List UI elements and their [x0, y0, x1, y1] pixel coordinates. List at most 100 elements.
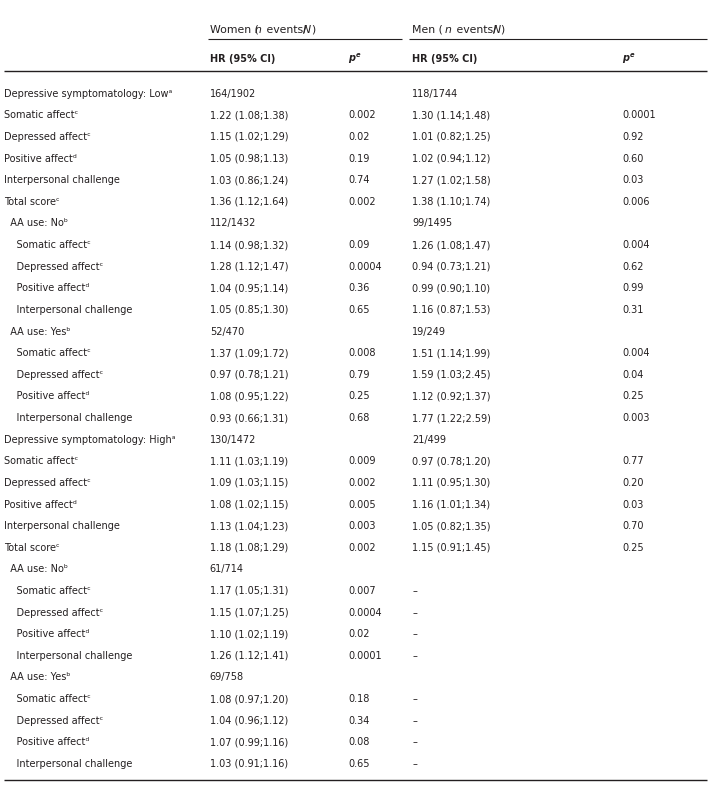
Text: 1.15 (0.91;1.45): 1.15 (0.91;1.45): [412, 543, 491, 553]
Text: Somatic affectᶜ: Somatic affectᶜ: [4, 240, 90, 250]
Text: 0.004: 0.004: [622, 348, 650, 358]
Text: Somatic affectᶜ: Somatic affectᶜ: [4, 694, 90, 704]
Text: 1.02 (0.94;1.12): 1.02 (0.94;1.12): [412, 154, 491, 163]
Text: AA use: Noᵇ: AA use: Noᵇ: [4, 564, 68, 574]
Text: 0.04: 0.04: [622, 370, 643, 380]
Text: 1.26 (1.08;1.47): 1.26 (1.08;1.47): [412, 240, 491, 250]
Text: 0.25: 0.25: [622, 543, 643, 553]
Text: Interpersonal challenge: Interpersonal challenge: [4, 759, 132, 769]
Text: 1.16 (1.01;1.34): 1.16 (1.01;1.34): [412, 499, 491, 510]
Text: 1.38 (1.10;1.74): 1.38 (1.10;1.74): [412, 196, 491, 207]
Text: 0.70: 0.70: [622, 521, 643, 531]
Text: 1.04 (0.95;1.14): 1.04 (0.95;1.14): [210, 283, 288, 294]
Text: 0.92: 0.92: [622, 132, 643, 142]
Text: 0.65: 0.65: [348, 305, 370, 315]
Text: events/: events/: [263, 25, 307, 35]
Text: Somatic affectᶜ: Somatic affectᶜ: [4, 110, 77, 120]
Text: 0.25: 0.25: [348, 391, 370, 402]
Text: Depressed affectᶜ: Depressed affectᶜ: [4, 132, 90, 142]
Text: 0.0004: 0.0004: [348, 262, 382, 271]
Text: Men (: Men (: [412, 25, 443, 35]
Text: 0.009: 0.009: [348, 456, 376, 466]
Text: –: –: [412, 694, 417, 704]
Text: 1.10 (1.02;1.19): 1.10 (1.02;1.19): [210, 630, 288, 639]
Text: Total scoreᶜ: Total scoreᶜ: [4, 543, 59, 553]
Text: HR (95% CI): HR (95% CI): [210, 54, 275, 64]
Text: Somatic affectᶜ: Somatic affectᶜ: [4, 456, 77, 466]
Text: –: –: [412, 759, 417, 769]
Text: $\bfit{p}^e$: $\bfit{p}^e$: [622, 52, 636, 66]
Text: 1.37 (1.09;1.72): 1.37 (1.09;1.72): [210, 348, 288, 358]
Text: ): ): [311, 25, 315, 35]
Text: 1.09 (1.03;1.15): 1.09 (1.03;1.15): [210, 478, 288, 488]
Text: Positive affectᵈ: Positive affectᵈ: [4, 283, 89, 294]
Text: $\bfit{p}^e$: $\bfit{p}^e$: [348, 52, 362, 66]
Text: 0.003: 0.003: [348, 521, 376, 531]
Text: AA use: Yesᵇ: AA use: Yesᵇ: [4, 672, 70, 682]
Text: 0.02: 0.02: [348, 630, 370, 639]
Text: Interpersonal challenge: Interpersonal challenge: [4, 651, 132, 661]
Text: 1.08 (0.97;1.20): 1.08 (0.97;1.20): [210, 694, 288, 704]
Text: 118/1744: 118/1744: [412, 88, 459, 99]
Text: Depressed affectᶜ: Depressed affectᶜ: [4, 370, 103, 380]
Text: 112/1432: 112/1432: [210, 219, 256, 228]
Text: –: –: [412, 630, 417, 639]
Text: 0.34: 0.34: [348, 716, 370, 726]
Text: 1.07 (0.99;1.16): 1.07 (0.99;1.16): [210, 738, 288, 747]
Text: 0.36: 0.36: [348, 283, 370, 294]
Text: n: n: [444, 25, 451, 35]
Text: 0.97 (0.78;1.20): 0.97 (0.78;1.20): [412, 456, 491, 466]
Text: 1.22 (1.08;1.38): 1.22 (1.08;1.38): [210, 110, 288, 120]
Text: 0.004: 0.004: [622, 240, 650, 250]
Text: 0.74: 0.74: [348, 175, 370, 185]
Text: 0.99: 0.99: [622, 283, 643, 294]
Text: 1.08 (1.02;1.15): 1.08 (1.02;1.15): [210, 499, 288, 510]
Text: 61/714: 61/714: [210, 564, 244, 574]
Text: 0.25: 0.25: [622, 391, 643, 402]
Text: –: –: [412, 586, 417, 596]
Text: 0.0001: 0.0001: [348, 651, 382, 661]
Text: 1.59 (1.03;2.45): 1.59 (1.03;2.45): [412, 370, 491, 380]
Text: 1.36 (1.12;1.64): 1.36 (1.12;1.64): [210, 196, 288, 207]
Text: events/: events/: [453, 25, 497, 35]
Text: Positive affectᵈ: Positive affectᵈ: [4, 738, 89, 747]
Text: 1.03 (0.86;1.24): 1.03 (0.86;1.24): [210, 175, 288, 185]
Text: 0.002: 0.002: [348, 478, 376, 488]
Text: HR (95% CI): HR (95% CI): [412, 54, 478, 64]
Text: 0.18: 0.18: [348, 694, 370, 704]
Text: 1.28 (1.12;1.47): 1.28 (1.12;1.47): [210, 262, 288, 271]
Text: 0.99 (0.90;1.10): 0.99 (0.90;1.10): [412, 283, 491, 294]
Text: Interpersonal challenge: Interpersonal challenge: [4, 305, 132, 315]
Text: n: n: [255, 25, 262, 35]
Text: 0.005: 0.005: [348, 499, 376, 510]
Text: AA use: Yesᵇ: AA use: Yesᵇ: [4, 327, 70, 337]
Text: 1.51 (1.14;1.99): 1.51 (1.14;1.99): [412, 348, 491, 358]
Text: 164/1902: 164/1902: [210, 88, 256, 99]
Text: Depressed affectᶜ: Depressed affectᶜ: [4, 716, 103, 726]
Text: 1.03 (0.91;1.16): 1.03 (0.91;1.16): [210, 759, 288, 769]
Text: Interpersonal challenge: Interpersonal challenge: [4, 521, 119, 531]
Text: Positive affectᵈ: Positive affectᵈ: [4, 499, 76, 510]
Text: –: –: [412, 738, 417, 747]
Text: 0.006: 0.006: [622, 196, 650, 207]
Text: Positive affectᵈ: Positive affectᵈ: [4, 630, 89, 639]
Text: 52/470: 52/470: [210, 327, 244, 337]
Text: 1.11 (0.95;1.30): 1.11 (0.95;1.30): [412, 478, 491, 488]
Text: Interpersonal challenge: Interpersonal challenge: [4, 175, 119, 185]
Text: 0.60: 0.60: [622, 154, 643, 163]
Text: 0.008: 0.008: [348, 348, 376, 358]
Text: 1.15 (1.02;1.29): 1.15 (1.02;1.29): [210, 132, 288, 142]
Text: N: N: [303, 25, 311, 35]
Text: 19/249: 19/249: [412, 327, 447, 337]
Text: 0.97 (0.78;1.21): 0.97 (0.78;1.21): [210, 370, 288, 380]
Text: N: N: [493, 25, 501, 35]
Text: Depressive symptomatology: Lowᵃ: Depressive symptomatology: Lowᵃ: [4, 88, 172, 99]
Text: AA use: Noᵇ: AA use: Noᵇ: [4, 219, 68, 228]
Text: ): ): [501, 25, 505, 35]
Text: Depressive symptomatology: Highᵃ: Depressive symptomatology: Highᵃ: [4, 435, 175, 445]
Text: 1.11 (1.03;1.19): 1.11 (1.03;1.19): [210, 456, 288, 466]
Text: 0.0004: 0.0004: [348, 608, 382, 618]
Text: 0.002: 0.002: [348, 110, 376, 120]
Text: 0.03: 0.03: [622, 175, 643, 185]
Text: 0.003: 0.003: [622, 413, 650, 423]
